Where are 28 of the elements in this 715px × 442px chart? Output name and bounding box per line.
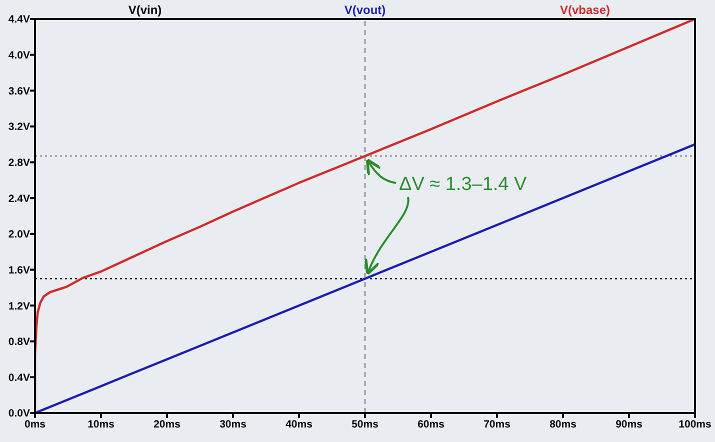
y-tick-label: 0.8V bbox=[8, 336, 30, 348]
x-tick-label: 10ms bbox=[88, 418, 115, 430]
y-tick-label: 0.0V bbox=[8, 408, 30, 420]
annotation: ΔV ≈ 1.3–1.4 V bbox=[399, 173, 527, 197]
y-tick-label: 1.6V bbox=[8, 264, 30, 276]
y-tick-label: 2.0V bbox=[8, 228, 30, 241]
x-tick-label: 80ms bbox=[550, 418, 577, 430]
y-tick-label: 2.8V bbox=[8, 157, 30, 169]
text: V(vbase) bbox=[560, 2, 610, 16]
y-tick-label: 4.0V bbox=[8, 50, 30, 62]
legend-label: V(vin) bbox=[128, 2, 162, 16]
y-tick-label: 3.2V bbox=[8, 121, 30, 134]
y-tick-label: 1.2V bbox=[8, 300, 30, 312]
y-tick-label: 3.6V bbox=[8, 85, 30, 98]
x-tick-label: 40ms bbox=[286, 418, 313, 430]
y-tick-label: 2.4V bbox=[8, 192, 30, 205]
x-tick-label: 30ms bbox=[220, 418, 247, 430]
y-tick-label: 0.4V bbox=[8, 372, 30, 384]
x-tick-label: 100ms bbox=[678, 418, 712, 430]
x-tick-label: 50ms bbox=[352, 418, 379, 430]
x-tick-label: 60ms bbox=[418, 418, 445, 430]
x-tick-label: 20ms bbox=[154, 418, 181, 430]
x-tick-label: 90ms bbox=[616, 418, 643, 430]
y-tick-label: 4.4V bbox=[8, 14, 30, 26]
line-series bbox=[35, 143, 695, 413]
x-tick-label: 0ms bbox=[24, 418, 46, 430]
x-tick-label: 70ms bbox=[484, 418, 511, 430]
text: V(vout) bbox=[344, 2, 386, 16]
